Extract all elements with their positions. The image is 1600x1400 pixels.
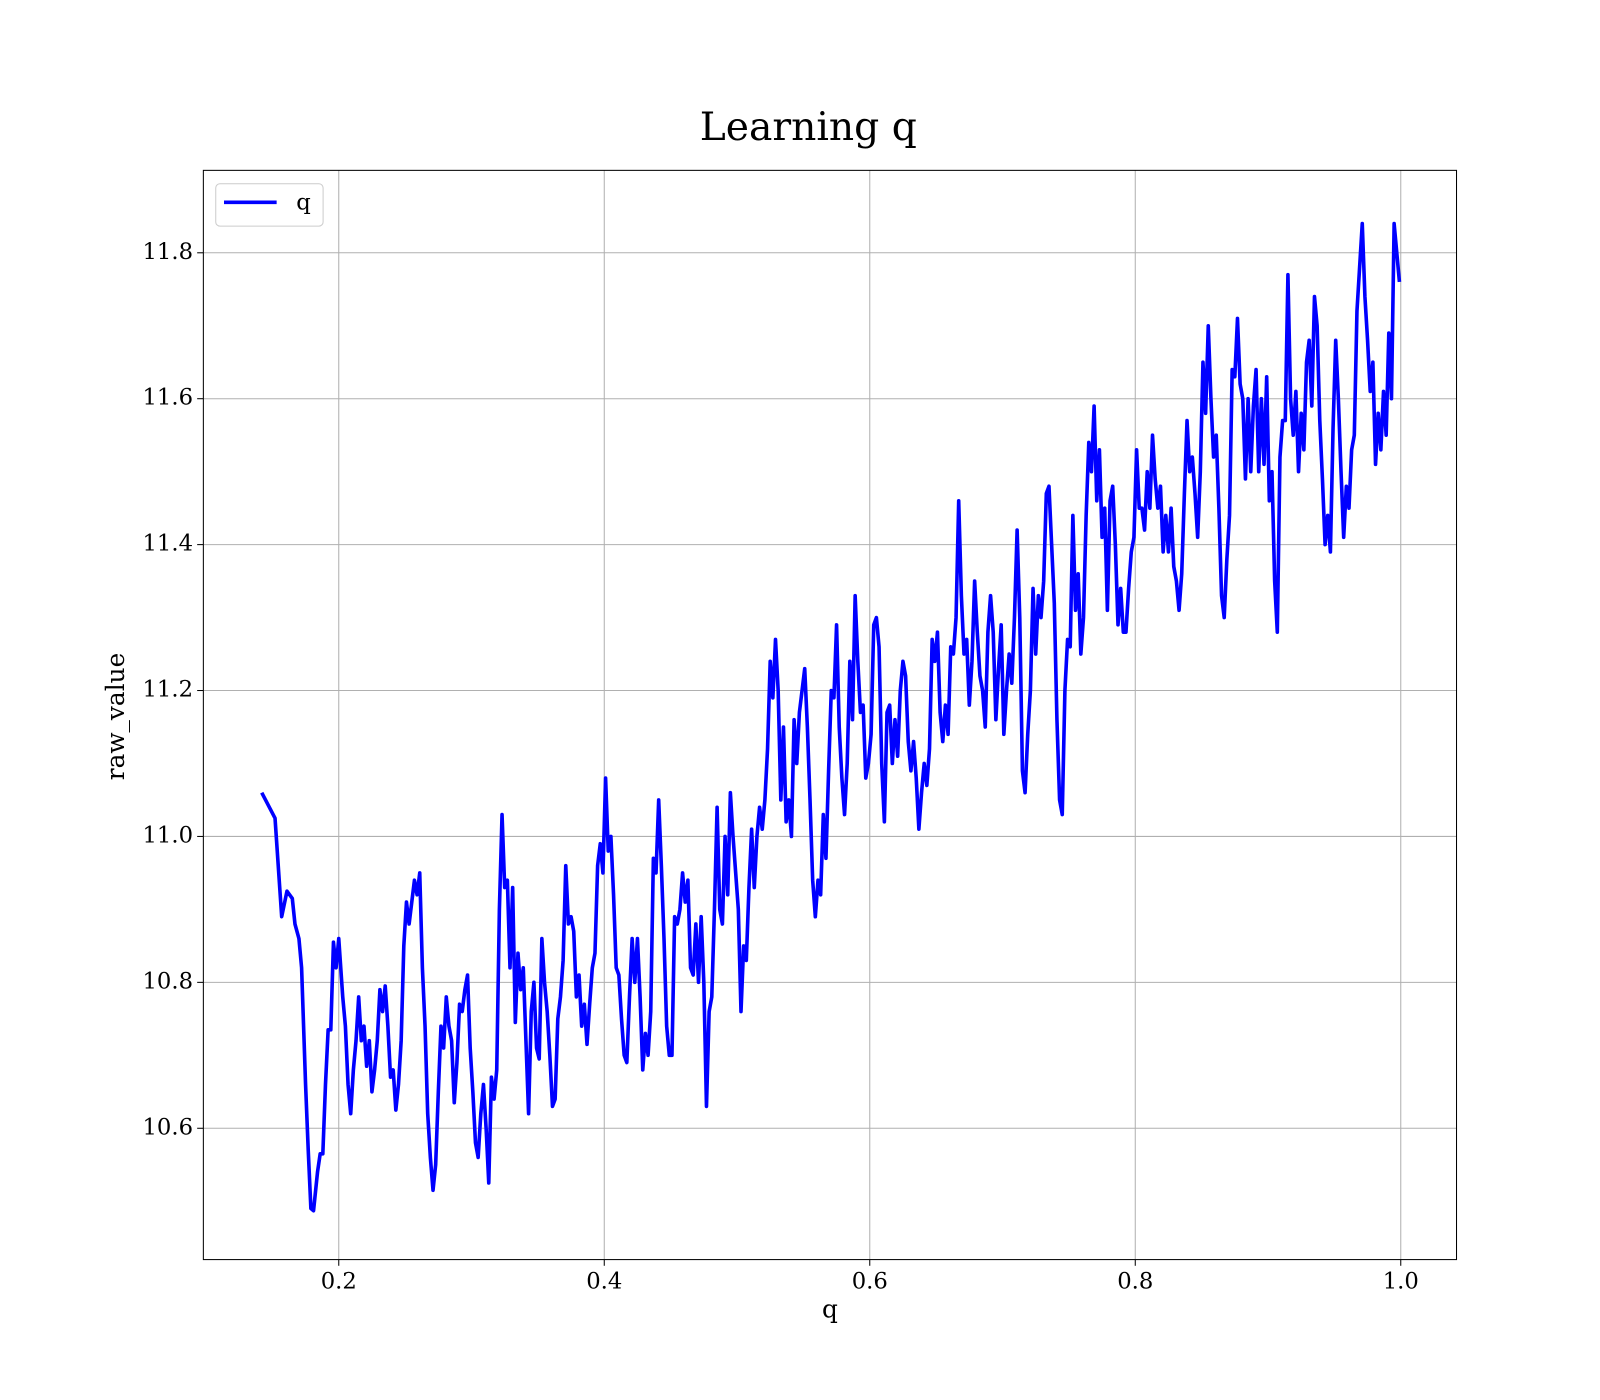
y-axis-label: raw_value	[101, 653, 130, 780]
y-tick-label: 11.8	[142, 239, 193, 265]
y-tick-label: 11.2	[142, 677, 193, 703]
legend-box	[215, 183, 324, 227]
legend-label: q	[296, 189, 311, 215]
y-tick-label: 11.4	[142, 531, 193, 557]
x-tick-label: 0.4	[586, 1268, 622, 1294]
x-tick-label: 0.2	[321, 1268, 357, 1294]
x-tick-label: 1.0	[1383, 1268, 1419, 1294]
data-line	[260, 221, 1402, 1213]
y-tick-label: 11.0	[142, 822, 193, 848]
chart-title: Learning q	[700, 105, 917, 150]
y-tick-label: 10.8	[142, 968, 193, 994]
y-tick-label: 10.6	[142, 1114, 193, 1140]
x-axis-label: q	[822, 1295, 838, 1324]
x-tick-label: 0.8	[1117, 1268, 1153, 1294]
x-tick-label: 0.6	[852, 1268, 888, 1294]
y-tick-label: 11.6	[142, 385, 193, 411]
plot-frame	[202, 169, 1458, 1261]
